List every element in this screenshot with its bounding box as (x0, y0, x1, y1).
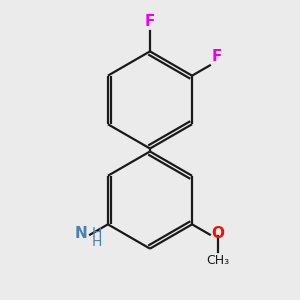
Text: CH₃: CH₃ (206, 254, 230, 267)
Text: F: F (145, 14, 155, 29)
Text: N: N (74, 226, 87, 241)
Text: H: H (92, 235, 102, 249)
Text: O: O (212, 226, 224, 241)
Text: F: F (212, 50, 222, 64)
Text: H: H (92, 226, 102, 240)
